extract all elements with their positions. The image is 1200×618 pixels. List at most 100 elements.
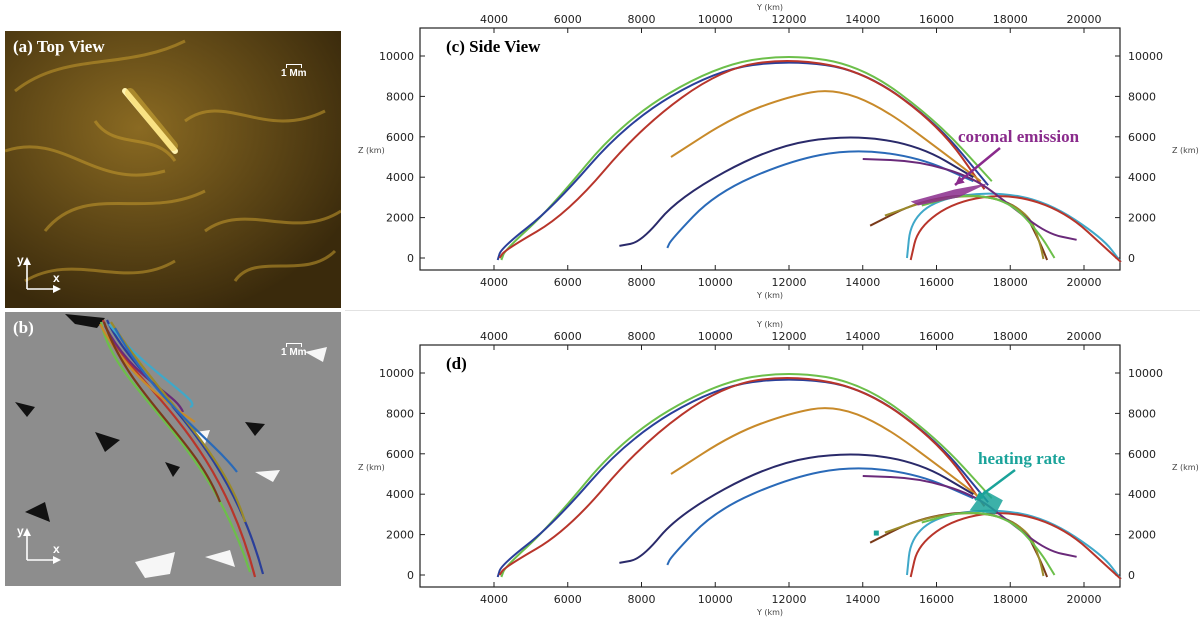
y-tick-label-left: 0 <box>407 252 414 265</box>
x-axis-label-top: Y (km) <box>756 3 783 12</box>
compass-a: y x <box>17 253 67 293</box>
field-line-4 <box>670 407 982 500</box>
x-tick-label-top: 16000 <box>919 13 954 26</box>
magnetogram-texture <box>5 312 341 586</box>
compass-b: y x <box>17 524 67 564</box>
x-tick-label-bottom: 20000 <box>1067 593 1102 606</box>
x-tick-label-top: 12000 <box>772 330 807 343</box>
compass-b-x: x <box>53 542 60 556</box>
x-tick-label-bottom: 8000 <box>628 593 656 606</box>
x-tick-label-top: 14000 <box>845 13 880 26</box>
x-tick-label-bottom: 16000 <box>919 593 954 606</box>
field-line-1 <box>500 56 993 261</box>
field-line-12 <box>921 511 1056 576</box>
scale-bar-b-text: 1 Mm <box>281 347 307 358</box>
x-axis-label-bottom: Y (km) <box>756 291 783 300</box>
heating-rate-region <box>969 490 1003 515</box>
x-tick-label-bottom: 12000 <box>772 593 807 606</box>
scale-bar-a: 1 Mm <box>281 64 307 79</box>
x-tick-label-bottom: 18000 <box>993 276 1028 289</box>
x-tick-label-top: 20000 <box>1067 330 1102 343</box>
field-line-7 <box>906 192 1122 263</box>
x-tick-label-bottom: 18000 <box>993 593 1028 606</box>
field-line-6 <box>666 467 974 566</box>
plot-frame <box>419 27 1121 271</box>
y-tick-label-left: 2000 <box>386 212 414 225</box>
x-tick-label-top: 6000 <box>554 330 582 343</box>
field-line-1 <box>500 373 993 578</box>
field-line-6 <box>666 150 974 249</box>
y-tick-label-left: 10000 <box>379 367 414 380</box>
field-line-9 <box>869 511 1049 578</box>
x-tick-label-bottom: 20000 <box>1067 276 1102 289</box>
x-tick-label-bottom: 10000 <box>698 593 733 606</box>
y-tick-label-right: 4000 <box>1128 488 1156 501</box>
annotation-arrowhead <box>975 491 985 500</box>
field-line-7 <box>906 509 1122 580</box>
x-tick-label-top: 4000 <box>480 330 508 343</box>
x-tick-label-top: 6000 <box>554 13 582 26</box>
field-line-5 <box>619 453 974 564</box>
plot-frame <box>419 344 1121 588</box>
x-tick-label-top: 8000 <box>628 13 656 26</box>
panel-c-plot: 4000 4000 6000 6000 8000 8000 10000 10000 12000 1… <box>358 3 1199 300</box>
field-line-11 <box>862 475 1077 558</box>
y-tick-label-right: 8000 <box>1128 90 1156 103</box>
y-tick-label-right: 10000 <box>1128 50 1163 63</box>
y-tick-label-right: 4000 <box>1128 171 1156 184</box>
x-tick-label-top: 10000 <box>698 330 733 343</box>
y-tick-label-left: 8000 <box>386 407 414 420</box>
scale-bar-a-text: 1 Mm <box>281 68 307 79</box>
panel-d-plot: 4000 4000 6000 6000 8000 8000 10000 10000 12000 1… <box>358 320 1199 617</box>
y-tick-label-left: 6000 <box>386 131 414 144</box>
compass-b-y: y <box>17 524 24 538</box>
annotation-arrow <box>954 147 1001 186</box>
x-axis-label-bottom: Y (km) <box>756 608 783 617</box>
x-tick-label-bottom: 14000 <box>845 593 880 606</box>
x-tick-label-bottom: 4000 <box>480 593 508 606</box>
annotation-c: coronal emission <box>958 127 1080 146</box>
x-tick-label-top: 8000 <box>628 330 656 343</box>
x-tick-label-bottom: 6000 <box>554 276 582 289</box>
y-tick-label-left: 4000 <box>386 488 414 501</box>
y-tick-label-right: 10000 <box>1128 367 1163 380</box>
panel-d-label: (d) <box>446 354 467 373</box>
annotation-d: heating rate <box>978 449 1066 468</box>
x-tick-label-top: 18000 <box>993 330 1028 343</box>
field-line-3 <box>498 376 986 576</box>
x-tick-label-bottom: 16000 <box>919 276 954 289</box>
panel-divider <box>345 310 1200 311</box>
x-tick-label-top: 14000 <box>845 330 880 343</box>
compass-a-x: x <box>53 271 60 285</box>
y-tick-label-left: 10000 <box>379 50 414 63</box>
y-tick-label-right: 0 <box>1128 569 1135 582</box>
x-tick-label-bottom: 6000 <box>554 593 582 606</box>
field-line-4 <box>670 90 982 183</box>
x-tick-label-bottom: 4000 <box>480 276 508 289</box>
x-tick-label-top: 4000 <box>480 13 508 26</box>
annotation-arrowhead <box>955 175 965 185</box>
x-tick-label-top: 16000 <box>919 330 954 343</box>
x-tick-label-top: 12000 <box>772 13 807 26</box>
y-tick-label-right: 6000 <box>1128 131 1156 144</box>
field-line-11 <box>862 158 1077 241</box>
field-line-9 <box>869 194 1049 261</box>
heating-rate-speck <box>873 530 879 536</box>
y-tick-label-right: 2000 <box>1128 212 1156 225</box>
y-axis-label-left: Z (km) <box>358 463 385 472</box>
y-axis-label-right: Z (km) <box>1172 463 1199 472</box>
coronal-emission-region <box>910 183 989 206</box>
y-tick-label-right: 8000 <box>1128 407 1156 420</box>
y-tick-label-left: 8000 <box>386 90 414 103</box>
x-tick-label-top: 10000 <box>698 13 733 26</box>
y-tick-label-right: 0 <box>1128 252 1135 265</box>
y-tick-label-left: 6000 <box>386 448 414 461</box>
y-tick-label-left: 0 <box>407 569 414 582</box>
x-axis-label-top: Y (km) <box>756 320 783 329</box>
field-line-3 <box>498 59 986 259</box>
y-tick-label-left: 2000 <box>386 529 414 542</box>
top-view-image: (a) Top View 1 Mm y x <box>5 31 341 308</box>
panel-b-label: (b) <box>13 318 34 337</box>
panel-a-label: (a) Top View <box>13 37 105 56</box>
